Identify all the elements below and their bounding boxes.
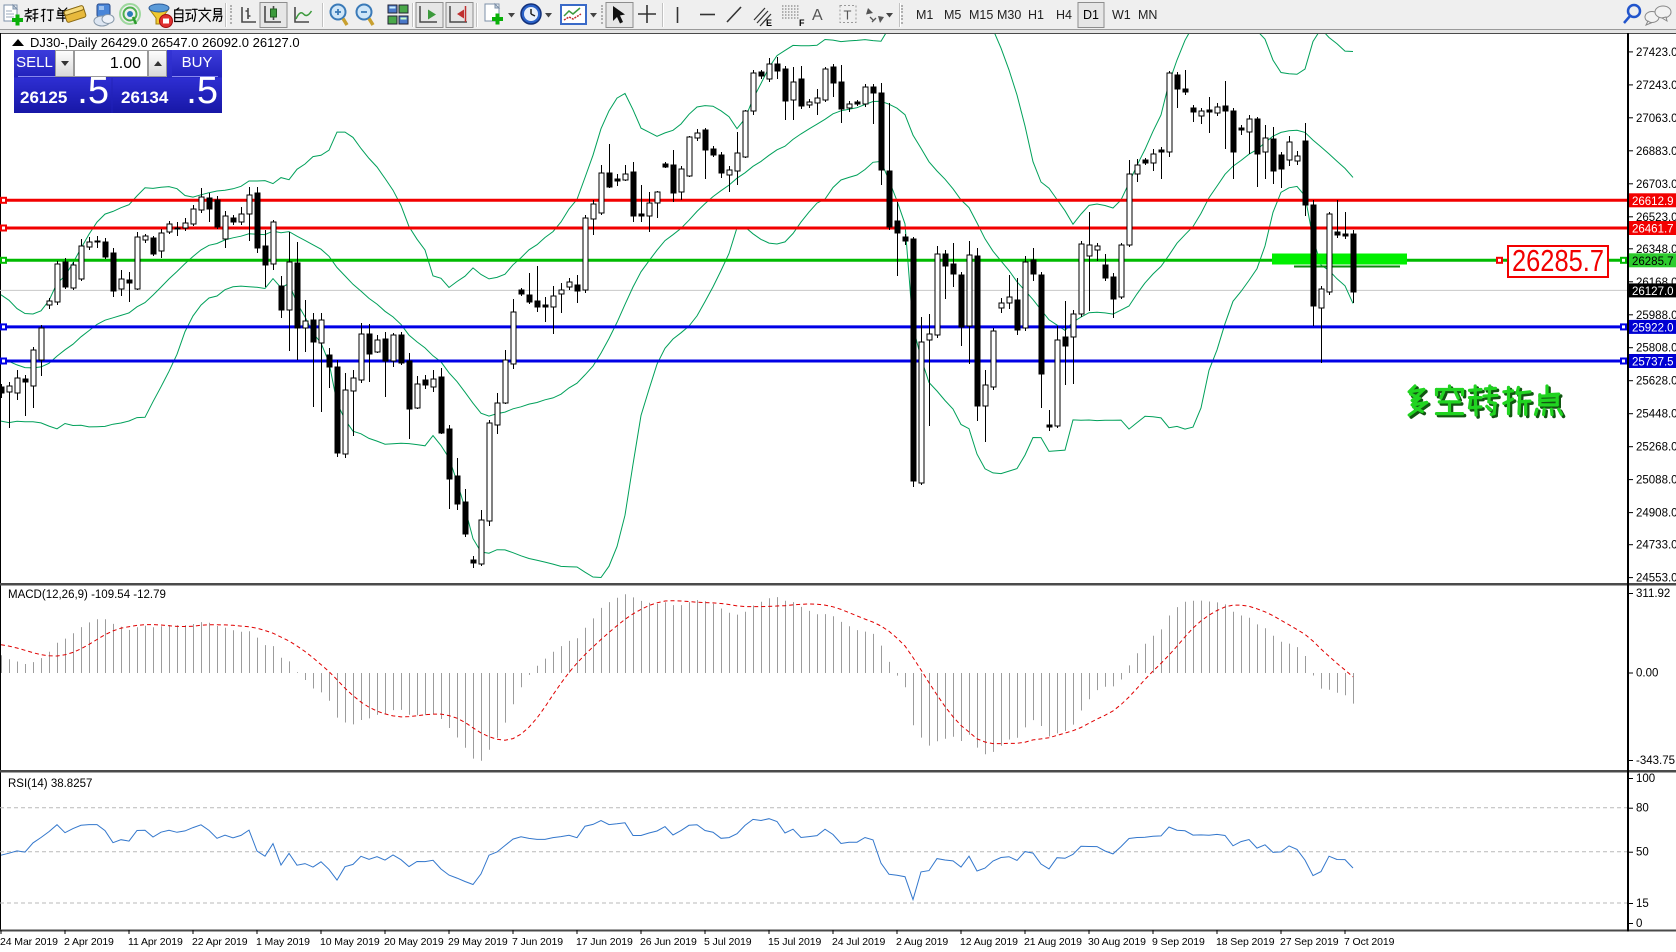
svg-text:DJ30-,Daily 26429.0 26547.0 2: DJ30-,Daily 26429.0 26547.0 26092.0 2612… [30, 35, 300, 50]
svg-text:26612.9: 26612.9 [1632, 196, 1674, 208]
svg-text:5 Jul 2019: 5 Jul 2019 [704, 936, 752, 948]
svg-text:27063.0: 27063.0 [1636, 113, 1676, 125]
svg-text:18 Sep 2019: 18 Sep 2019 [1216, 936, 1275, 948]
svg-text:MACD(12,26,9) -109.54 -12.79: MACD(12,26,9) -109.54 -12.79 [8, 589, 166, 601]
svg-text:15 Jul 2019: 15 Jul 2019 [768, 936, 821, 948]
svg-text:30 Aug 2019: 30 Aug 2019 [1088, 936, 1146, 948]
svg-text:MN: MN [1138, 8, 1157, 22]
svg-text:17 Jun 2019: 17 Jun 2019 [576, 936, 633, 948]
svg-text:26883.0: 26883.0 [1636, 146, 1676, 158]
svg-text:E: E [766, 18, 772, 28]
svg-text:80: 80 [1636, 803, 1649, 815]
svg-text:21 Aug 2019: 21 Aug 2019 [1024, 936, 1082, 948]
svg-text:1 May 2019: 1 May 2019 [256, 936, 310, 948]
svg-text:311.92: 311.92 [1636, 588, 1670, 600]
svg-text:A: A [812, 7, 823, 24]
svg-text:26285.7: 26285.7 [1512, 243, 1604, 278]
svg-text:M30: M30 [997, 8, 1021, 22]
svg-text:0.00: 0.00 [1636, 668, 1658, 680]
svg-text:25268.0: 25268.0 [1636, 442, 1676, 454]
svg-text:27243.0: 27243.0 [1636, 80, 1676, 92]
svg-text:D1: D1 [1083, 8, 1099, 22]
svg-text:M5: M5 [944, 8, 961, 22]
svg-text:24 Mar 2019: 24 Mar 2019 [0, 936, 58, 948]
svg-text:26 Jun 2019: 26 Jun 2019 [640, 936, 697, 948]
svg-text:10 May 2019: 10 May 2019 [320, 936, 380, 948]
svg-text:26285.7: 26285.7 [1632, 256, 1674, 268]
svg-text:0: 0 [1636, 918, 1642, 930]
svg-text:11 Apr 2019: 11 Apr 2019 [128, 936, 183, 948]
svg-text:24 Jul 2019: 24 Jul 2019 [832, 936, 885, 948]
svg-text:W1: W1 [1112, 8, 1131, 22]
svg-text:26523.0: 26523.0 [1636, 212, 1676, 224]
svg-text:25808.0: 25808.0 [1636, 343, 1676, 355]
svg-text:100: 100 [1636, 773, 1655, 785]
svg-text:M15: M15 [969, 8, 993, 22]
svg-text:25922.0: 25922.0 [1632, 322, 1674, 334]
svg-text:RSI(14) 38.8257: RSI(14) 38.8257 [8, 778, 92, 790]
svg-text:27 Sep 2019: 27 Sep 2019 [1280, 936, 1339, 948]
svg-text:27423.0: 27423.0 [1636, 47, 1676, 59]
svg-text:20 May 2019: 20 May 2019 [384, 936, 444, 948]
svg-text:26348.0: 26348.0 [1636, 244, 1676, 256]
svg-text:9 Sep 2019: 9 Sep 2019 [1152, 936, 1205, 948]
svg-text:25088.0: 25088.0 [1636, 475, 1676, 487]
svg-text:25988.0: 25988.0 [1636, 310, 1676, 322]
svg-text:26703.0: 26703.0 [1636, 179, 1676, 191]
svg-text:7 Jun 2019: 7 Jun 2019 [512, 936, 563, 948]
svg-text:24553.0: 24553.0 [1636, 573, 1676, 585]
svg-text:12 Aug 2019: 12 Aug 2019 [960, 936, 1018, 948]
svg-text:24733.0: 24733.0 [1636, 540, 1676, 552]
svg-text:25628.0: 25628.0 [1636, 376, 1676, 388]
svg-text:29 May 2019: 29 May 2019 [448, 936, 508, 948]
svg-text:M1: M1 [916, 8, 933, 22]
svg-text:F: F [799, 18, 805, 28]
svg-text:-343.75: -343.75 [1636, 755, 1675, 767]
svg-text:15: 15 [1636, 898, 1649, 910]
svg-text:26461.7: 26461.7 [1632, 224, 1674, 236]
svg-text:25737.5: 25737.5 [1632, 357, 1674, 369]
svg-text:24908.0: 24908.0 [1636, 508, 1676, 520]
svg-text:H1: H1 [1028, 8, 1044, 22]
svg-text:2 Apr 2019: 2 Apr 2019 [64, 936, 114, 948]
svg-text:26127.0: 26127.0 [1632, 286, 1674, 298]
svg-text:22 Apr 2019: 22 Apr 2019 [192, 936, 248, 948]
svg-text:7 Oct 2019: 7 Oct 2019 [1344, 936, 1395, 948]
svg-text:25448.0: 25448.0 [1636, 409, 1676, 421]
svg-text:H4: H4 [1056, 8, 1072, 22]
svg-text:50: 50 [1636, 847, 1649, 859]
svg-text:2 Aug 2019: 2 Aug 2019 [896, 936, 948, 948]
svg-text:T: T [844, 8, 852, 23]
